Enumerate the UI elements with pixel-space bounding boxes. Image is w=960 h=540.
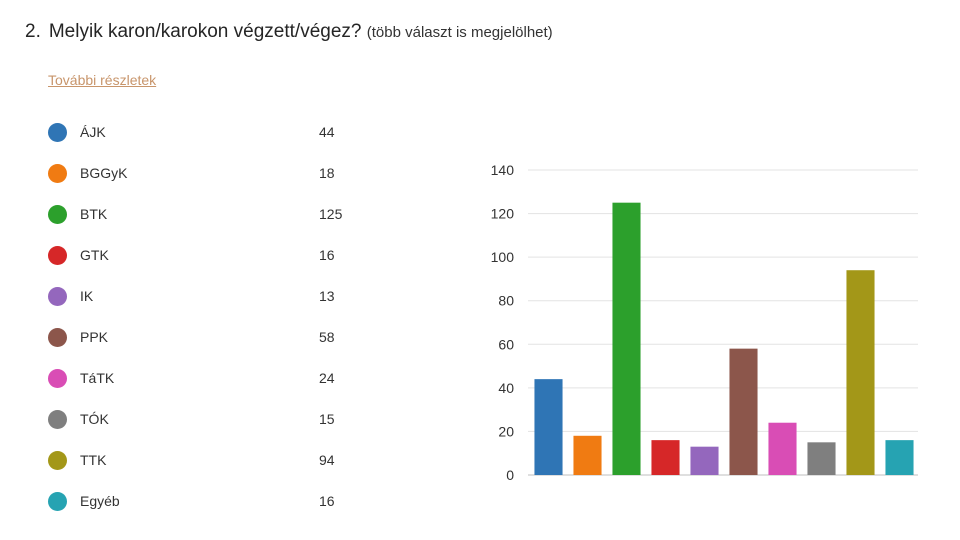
- legend-color-dot: [48, 492, 67, 511]
- legend-color-dot: [48, 369, 67, 388]
- legend-label: PPK: [80, 329, 109, 345]
- bar-TáTK[interactable]: [768, 422, 797, 475]
- legend-count: 16: [319, 493, 335, 509]
- legend-count: 125: [319, 206, 343, 222]
- legend-item: ÁJK 44: [48, 119, 368, 160]
- legend-count: 16: [319, 247, 335, 263]
- question-text: Melyik karon/karokon végzett/végez?: [48, 21, 362, 42]
- legend-count: 15: [319, 411, 335, 427]
- gridlines: [528, 169, 918, 476]
- legend-label: IK: [80, 288, 94, 304]
- legend-color-dot: [48, 287, 67, 306]
- bar-BTK[interactable]: [612, 202, 641, 475]
- legend-item: IK 13: [48, 283, 368, 324]
- legend-count: 18: [319, 165, 335, 181]
- bar-TTK[interactable]: [846, 270, 875, 475]
- legend-color-dot: [48, 410, 67, 429]
- y-tick-label: 140: [491, 162, 515, 178]
- legend-item: PPK 58: [48, 324, 368, 365]
- legend-label: BTK: [80, 206, 108, 222]
- bar-BGGyK[interactable]: [573, 435, 602, 475]
- y-tick-label: 100: [491, 249, 515, 265]
- legend-label: TTK: [80, 452, 107, 468]
- legend-item: BGGyK 18: [48, 160, 368, 201]
- legend-count: 24: [319, 370, 335, 386]
- legend-item: BTK 125: [48, 201, 368, 242]
- legend-label: ÁJK: [80, 124, 106, 140]
- bar-TÓK[interactable]: [807, 442, 836, 475]
- legend-count: 13: [319, 288, 335, 304]
- y-tick-label: 40: [498, 380, 514, 396]
- bar-chart: 0 20 40 60 80 100 120 140: [491, 162, 918, 483]
- bar-PPK[interactable]: [729, 348, 758, 475]
- legend-count: 58: [319, 329, 335, 345]
- legend-count: 44: [319, 124, 335, 140]
- question-number: 2.: [25, 21, 41, 42]
- y-tick-label: 60: [498, 336, 514, 352]
- legend: ÁJK 44 BGGyK 18 BTK 125 GTK 16 IK 13 PPK…: [48, 119, 368, 529]
- bars: [534, 202, 914, 475]
- legend-label: BGGyK: [80, 165, 128, 181]
- legend-item: GTK 16: [48, 242, 368, 283]
- y-tick-label: 120: [491, 206, 515, 222]
- y-tick-label: 80: [498, 293, 514, 309]
- bar-GTK[interactable]: [651, 440, 680, 475]
- legend-color-dot: [48, 451, 67, 470]
- question-hint: (több választ is megjelölhet): [366, 24, 553, 41]
- legend-label: Egyéb: [80, 493, 120, 509]
- legend-color-dot: [48, 164, 67, 183]
- question-title: 2. Melyik karon/karokon végzett/végez? (t…: [25, 21, 553, 43]
- legend-color-dot: [48, 328, 67, 347]
- bar-ÁJK[interactable]: [534, 379, 563, 475]
- legend-color-dot: [48, 246, 67, 265]
- legend-color-dot: [48, 205, 67, 224]
- bar-IK[interactable]: [690, 446, 719, 475]
- legend-item: TáTK 24: [48, 365, 368, 406]
- bar-Egyéb[interactable]: [885, 440, 914, 475]
- legend-label: GTK: [80, 247, 109, 263]
- legend-item: TTK 94: [48, 447, 368, 488]
- legend-label: TáTK: [80, 370, 115, 386]
- y-axis-ticks: 0 20 40 60 80 100 120 140: [491, 162, 515, 483]
- y-tick-label: 20: [498, 423, 514, 439]
- legend-item: TÓK 15: [48, 406, 368, 447]
- legend-color-dot: [48, 123, 67, 142]
- legend-count: 94: [319, 452, 335, 468]
- more-details-link[interactable]: További részletek: [48, 72, 157, 88]
- legend-label: TÓK: [80, 411, 109, 427]
- y-tick-label: 0: [506, 467, 514, 483]
- legend-item: Egyéb 16: [48, 488, 368, 529]
